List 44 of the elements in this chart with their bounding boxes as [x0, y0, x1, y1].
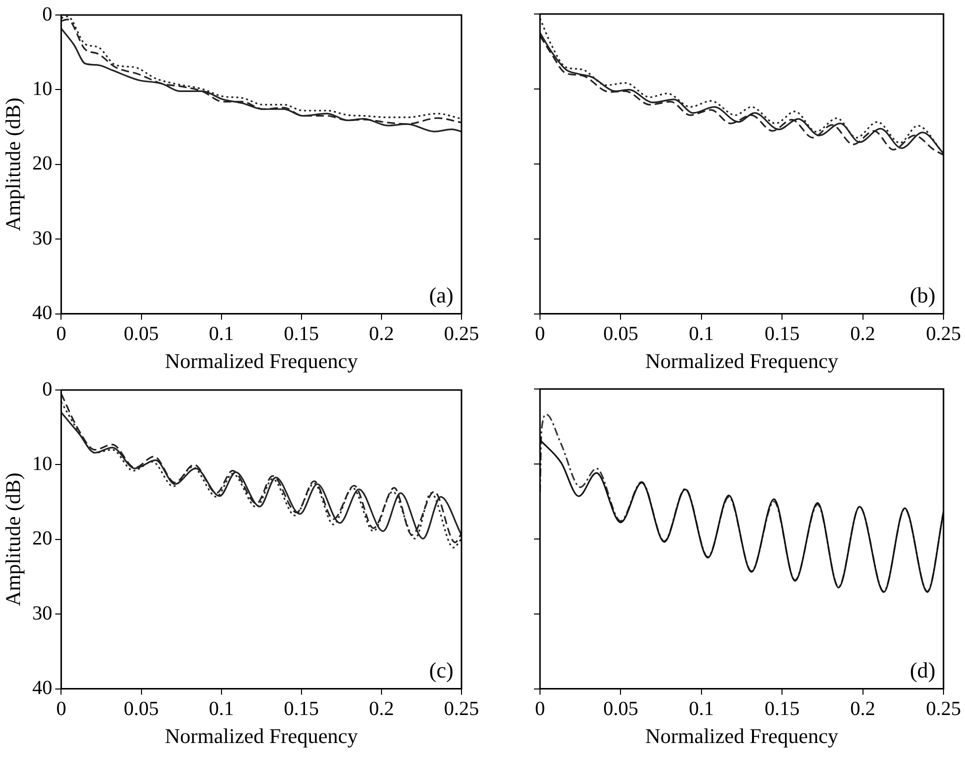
x-tick-label: 0 — [56, 698, 66, 720]
annotation: (a) — [429, 282, 454, 308]
annotation: (d) — [910, 658, 936, 683]
x-tick-label: 0.05 — [124, 323, 159, 346]
x-axis-title: Normalized Frequency — [164, 348, 358, 373]
x-axis-title: Normalized Frequency — [645, 348, 839, 373]
annotation: (b) — [910, 282, 936, 308]
x-tick-label: 0.1 — [208, 698, 234, 720]
x-tick-label: 0.15 — [764, 698, 800, 720]
x-tick-label: 0.15 — [764, 323, 800, 346]
y-tick-label: 30 — [32, 227, 52, 250]
y-tick-label: 20 — [32, 152, 52, 175]
y-tick-label: 0 — [42, 378, 52, 400]
x-tick-label: 0.2 — [368, 698, 394, 720]
y-tick-label: 40 — [32, 302, 52, 324]
x-tick-label: 0.2 — [850, 323, 876, 346]
x-tick-label: 0.2 — [850, 698, 876, 720]
y-tick-label: 10 — [32, 452, 52, 475]
y-tick-label: 40 — [32, 677, 52, 700]
x-tick-label: 0 — [56, 323, 66, 346]
x-tick-label: 0.1 — [688, 698, 714, 720]
x-tick-label: 0 — [535, 698, 545, 720]
x-tick-label: 0.25 — [444, 698, 479, 720]
y-tick-label: 30 — [32, 602, 52, 624]
y-tick-label: 0 — [42, 3, 52, 26]
annotation: (c) — [429, 658, 454, 683]
y-tick-label: 10 — [32, 78, 52, 100]
x-tick-label: 0.05 — [124, 698, 159, 720]
x-tick-label: 0.25 — [926, 698, 961, 720]
x-tick-label: 0.05 — [603, 323, 638, 346]
x-tick-label: 0 — [535, 323, 545, 346]
x-tick-label: 0.25 — [444, 323, 479, 346]
y-axis-title: Amplitude (dB) — [1, 98, 26, 232]
x-tick-label: 0.25 — [926, 323, 961, 346]
x-tick-label: 0.1 — [688, 323, 714, 346]
y-axis-title: Amplitude (dB) — [1, 472, 26, 606]
x-tick-label: 0.15 — [284, 323, 319, 346]
y-tick-label: 20 — [32, 528, 52, 550]
x-tick-label: 0.1 — [208, 323, 234, 346]
x-axis-title: Normalized Frequency — [645, 724, 839, 748]
x-tick-label: 0.05 — [603, 698, 638, 720]
x-axis-title: Normalized Frequency — [164, 724, 358, 748]
x-tick-label: 0.15 — [284, 698, 319, 720]
x-tick-label: 0.2 — [368, 323, 394, 346]
